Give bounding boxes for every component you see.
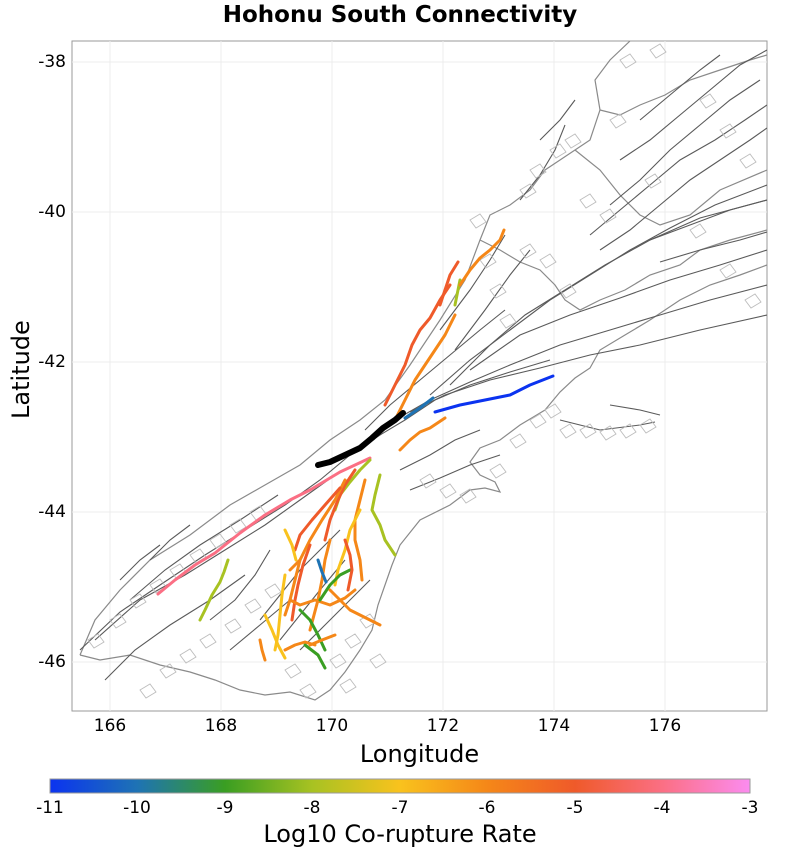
colorbar-tick-label: -11	[36, 798, 64, 818]
colorbar-tick-label: -9	[216, 798, 234, 818]
co-rupture-fault	[298, 608, 327, 652]
co-rupture-fault	[398, 416, 447, 452]
colorbar-tick-label: -10	[123, 798, 151, 818]
co-rupture-fault	[458, 228, 506, 287]
y-tick-label: -42	[38, 352, 66, 372]
co-rupture-fault	[293, 486, 342, 552]
y-tick-label: -46	[38, 652, 66, 672]
co-rupture-fault	[290, 543, 312, 622]
x-axis-label: Longitude	[359, 740, 480, 768]
co-rupture-fault	[308, 538, 332, 632]
colorbar	[49, 778, 751, 794]
colorbar-tick-label: -6	[478, 798, 496, 818]
co-rupture-fault	[258, 638, 267, 662]
co-rupture-fault	[370, 473, 397, 557]
x-tick-label: 174	[537, 716, 571, 736]
co-rupture-fault	[288, 588, 357, 607]
co-rupture-fault	[283, 640, 317, 652]
co-rupture-fault	[383, 283, 452, 407]
co-rupture-fault	[323, 468, 357, 542]
y-tick-label: -40	[38, 202, 66, 222]
co-rupture-fault	[333, 508, 362, 587]
co-rupture-fault	[198, 558, 230, 622]
co-rupture-fault	[328, 588, 382, 627]
x-tick-label: 170	[315, 716, 349, 736]
co-rupture-faults	[156, 228, 555, 670]
fault-traces	[79, 49, 767, 681]
colorbar-tick-label: -8	[303, 798, 321, 818]
co-rupture-fault	[283, 558, 302, 617]
co-rupture-fault	[343, 538, 354, 592]
colorbar-tick-label: -4	[653, 798, 671, 818]
x-tick-label: 166	[93, 716, 127, 736]
co-rupture-fault	[156, 456, 372, 596]
chart-title: Hohonu South Connectivity	[222, 2, 578, 28]
x-tick-label: 176	[648, 716, 682, 736]
colorbar-tick-label: -3	[741, 798, 759, 818]
colorbar-tick-label: -5	[566, 798, 584, 818]
co-rupture-fault	[353, 478, 367, 582]
y-tick-label: -44	[38, 502, 66, 522]
plot-area	[71, 40, 768, 712]
co-rupture-fault	[303, 643, 327, 670]
x-tick-label: 172	[426, 716, 460, 736]
colorbar-tick-label: -7	[391, 798, 409, 818]
co-rupture-fault	[316, 558, 328, 584]
x-tick-label: 168	[204, 716, 238, 736]
co-rupture-fault	[263, 613, 287, 660]
colorbar-label: Log10 Co-rupture Rate	[263, 820, 537, 848]
co-rupture-fault	[318, 568, 352, 602]
source-fault	[315, 410, 406, 468]
co-rupture-fault	[393, 313, 457, 422]
fault-planes	[87, 43, 762, 699]
co-rupture-fault	[433, 374, 555, 414]
y-tick-label: -38	[38, 52, 66, 72]
co-rupture-fault	[283, 528, 298, 562]
co-rupture-fault	[403, 396, 435, 420]
